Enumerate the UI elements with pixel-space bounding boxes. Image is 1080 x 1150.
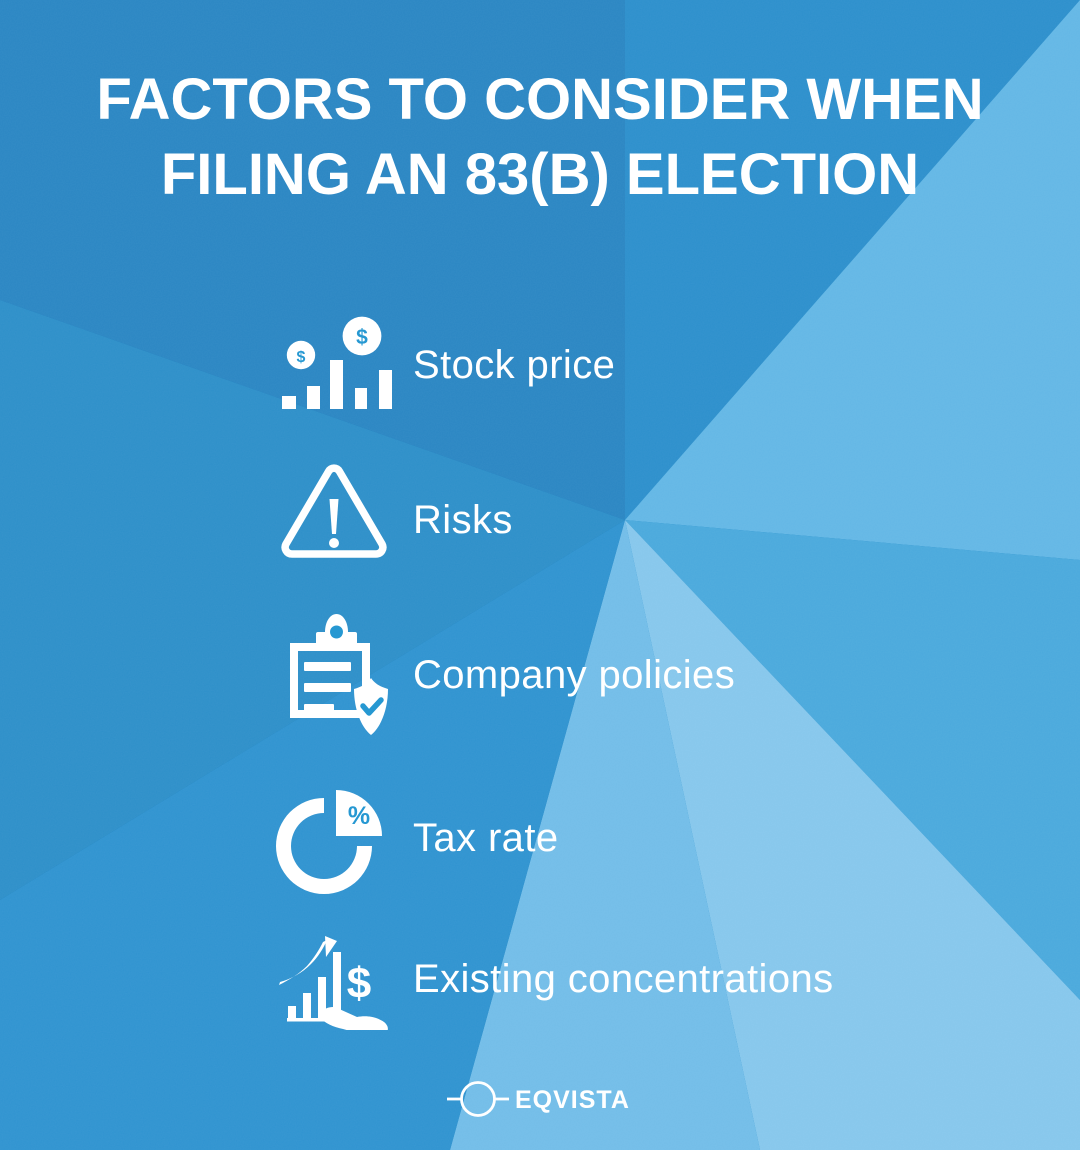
svg-text:EQVISTA: EQVISTA bbox=[515, 1086, 630, 1114]
svg-text:$: $ bbox=[347, 959, 371, 1008]
svg-text:$: $ bbox=[356, 326, 368, 349]
svg-text:$: $ bbox=[297, 349, 306, 366]
svg-text:%: % bbox=[348, 802, 370, 830]
